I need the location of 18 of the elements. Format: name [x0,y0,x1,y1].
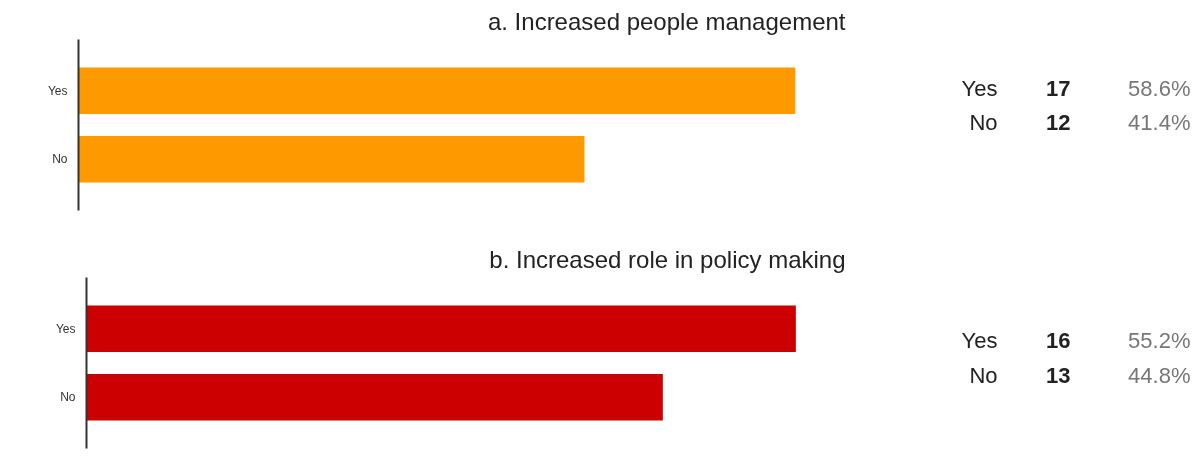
y-tick-label: Yes [47,83,68,98]
chart-title: a. Increased people management [487,7,846,35]
text: 44.8% [1128,362,1191,388]
category-label: Yes [961,328,998,354]
category-label: Yes [961,75,998,101]
category-label: No [969,362,998,388]
category-label: No [969,110,998,136]
text: 58.6% [1128,75,1191,101]
data-label: 12 [1046,110,1071,136]
y-tick-label: Yes [55,321,76,336]
data-label: 13 [1046,362,1071,388]
text: 41.4% [1128,110,1191,136]
data-label: 16 [1046,328,1071,354]
data-label: 17 [1046,75,1071,101]
chart-title: b. Increased role in policy making [489,245,846,273]
y-tick-label: No [52,152,68,167]
text: 55.2% [1128,328,1191,354]
y-tick-label: No [60,390,76,405]
